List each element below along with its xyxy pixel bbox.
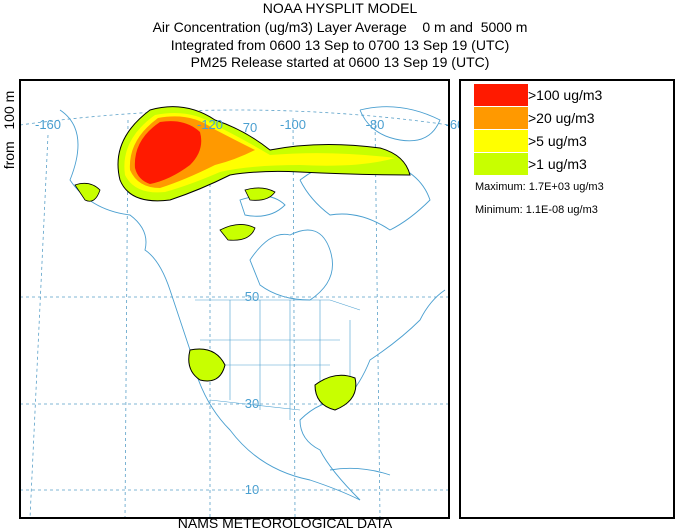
side-label: from 100 m (1, 91, 17, 170)
legend-label: >1 ug/m3 (528, 156, 587, 172)
footer: NAMS METEOROLOGICAL DATA (178, 515, 393, 531)
grid-label: -80 (366, 117, 385, 132)
grid-label: 50 (245, 289, 259, 304)
grid-label: 70 (243, 120, 257, 135)
legend: Maximum: 1.7E+03 ug/m3 Minimum: 1.1E-08 … (459, 79, 675, 519)
subtitle: PM25 Release started at 0600 13 Sep 19 (… (191, 54, 490, 70)
grid-label: -100 (280, 117, 306, 132)
legend-label: >100 ug/m3 (528, 87, 603, 103)
legend-swatch (474, 153, 528, 175)
legend-label: >5 ug/m3 (528, 133, 587, 149)
title: NOAA HYSPLIT MODEL (263, 0, 418, 16)
legend-swatch (474, 84, 528, 106)
legend-swatch (474, 107, 528, 129)
grid-label: 10 (245, 482, 259, 497)
grid-label: -120 (197, 117, 223, 132)
subtitle: Integrated from 0600 13 Sep to 0700 13 S… (171, 37, 510, 53)
legend-label: >20 ug/m3 (528, 110, 595, 126)
subtitle: Air Concentration (ug/m3) Layer Average … (153, 19, 528, 35)
grid-label: -160 (35, 117, 61, 132)
maximum: Maximum: 1.7E+03 ug/m3 (475, 181, 604, 193)
legend-swatch (474, 130, 528, 152)
minimum: Minimum: 1.1E-08 ug/m3 (475, 204, 598, 216)
grid-label: 30 (245, 396, 259, 411)
